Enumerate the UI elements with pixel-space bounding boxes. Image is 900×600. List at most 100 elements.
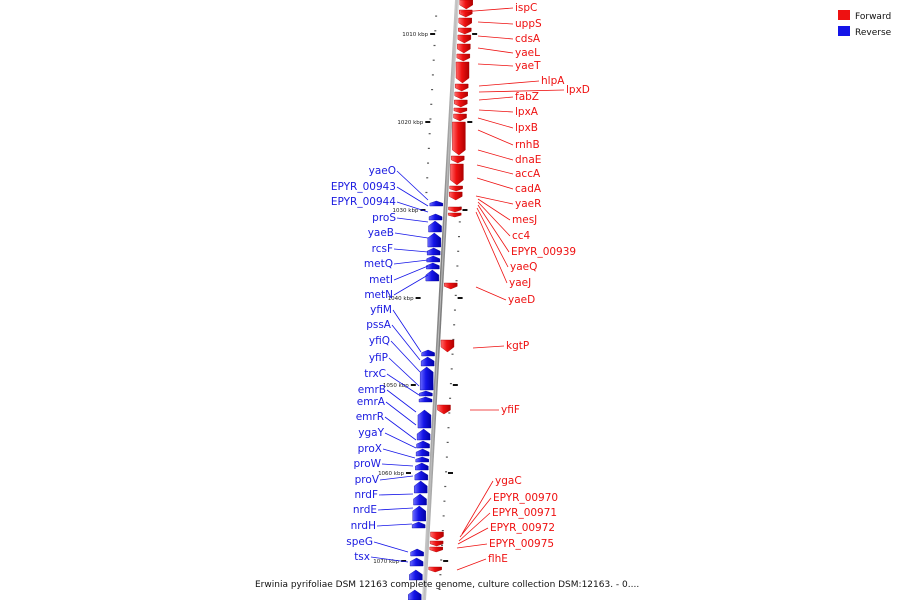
minor-tick xyxy=(425,191,428,194)
gene-label-emrb: emrB xyxy=(358,384,386,396)
forward-leader-line xyxy=(478,109,514,113)
gene-label-pssa: pssA xyxy=(366,319,392,331)
forward-gene-arrow xyxy=(437,404,451,415)
minor-tick xyxy=(433,44,436,47)
reverse-leader-line xyxy=(393,259,429,265)
forward-gene-arrow xyxy=(454,99,468,108)
gene-label-yfip: yfiP xyxy=(369,352,388,364)
forward-leader-line xyxy=(477,149,514,161)
minor-tick xyxy=(440,559,443,561)
gene-label-pros: proS xyxy=(372,212,396,224)
legend-reverse-label: Reverse xyxy=(855,28,892,38)
minor-tick xyxy=(454,294,457,296)
forward-leader-line xyxy=(477,204,510,253)
gene-label-yfif: yfiF xyxy=(501,404,520,416)
legend-forward-swatch xyxy=(838,10,850,20)
gene-label-lpxd: lpxD xyxy=(566,84,590,96)
minor-tick xyxy=(434,30,437,32)
reverse-leader-line xyxy=(377,507,414,511)
gene-label-yaej: yaeJ xyxy=(509,277,531,289)
forward-leader-line xyxy=(458,512,491,542)
gene-label-yfiq: yfiQ xyxy=(369,335,390,347)
reverse-gene-arrow xyxy=(410,548,424,557)
gene-label-prox: proX xyxy=(358,443,382,455)
reverse-leader-line xyxy=(385,401,417,426)
forward-leader-line xyxy=(457,527,489,545)
gene-label-metq: metQ xyxy=(364,258,393,270)
legend-forward-label: Forward xyxy=(855,12,891,22)
forward-gene-arrow xyxy=(453,107,468,114)
forward-leader-line xyxy=(456,543,488,549)
forward-leader-line xyxy=(478,80,540,87)
forward-gene-arrow xyxy=(451,155,465,164)
forward-gene-arrow xyxy=(450,163,464,186)
minor-tick xyxy=(452,338,455,341)
reverse-leader-line xyxy=(393,265,429,281)
minor-tick xyxy=(441,530,444,532)
gene-label-prow: proW xyxy=(353,458,381,470)
reverse-gene-arrow xyxy=(415,462,429,471)
minor-tick xyxy=(429,118,432,120)
reverse-gene-arrow xyxy=(418,396,433,403)
gene-label-epyr-00971: EPYR_00971 xyxy=(492,507,557,519)
major-tick-right xyxy=(467,121,473,123)
reverse-leader-line xyxy=(388,357,420,387)
forward-gene-arrow xyxy=(448,206,462,213)
forward-leader-line xyxy=(475,211,508,284)
forward-gene-arrow xyxy=(430,531,444,541)
forward-leader-line xyxy=(475,286,507,301)
forward-gene-arrow xyxy=(453,113,467,122)
forward-gene-arrow xyxy=(429,540,444,547)
minor-tick xyxy=(430,103,433,105)
gene-label-yael: yaeL xyxy=(515,47,540,59)
minor-tick xyxy=(450,368,453,370)
reverse-genes xyxy=(408,200,444,600)
minor-tick xyxy=(457,250,460,252)
gene-label-lpxb: lpxB xyxy=(515,122,538,134)
reverse-gene-arrow xyxy=(414,480,428,494)
kbp-label: 1020 kbp xyxy=(397,120,423,126)
reverse-gene-arrow xyxy=(428,213,443,221)
reverse-gene-arrow xyxy=(419,390,433,397)
kbp-label: 1070 kbp xyxy=(373,559,399,565)
major-tick-right xyxy=(443,560,449,562)
gene-label-nrdh: nrdH xyxy=(351,520,376,532)
reverse-gene-arrow xyxy=(426,255,440,263)
reverse-gene-arrow xyxy=(415,456,429,463)
forward-leader-line xyxy=(459,497,492,538)
reverse-leader-line xyxy=(376,523,413,527)
minor-tick xyxy=(427,147,430,149)
reverse-leader-line xyxy=(382,448,416,459)
forward-leader-line xyxy=(477,201,511,237)
minor-tick xyxy=(453,309,456,311)
gene-label-epyr-00972: EPYR_00972 xyxy=(490,522,555,534)
gene-label-epyr-00944: EPYR_00944 xyxy=(331,196,396,208)
minor-tick xyxy=(453,324,456,326)
forward-gene-arrow xyxy=(428,566,442,573)
forward-leader-line xyxy=(477,117,514,129)
minor-tick xyxy=(432,59,435,61)
major-tick-left xyxy=(405,472,411,474)
gene-label-meti: metI xyxy=(369,274,393,286)
reverse-gene-arrow xyxy=(417,409,432,429)
major-tick-left xyxy=(430,33,436,35)
gene-label-epyr-00970: EPYR_00970 xyxy=(493,492,558,504)
forward-leader-line xyxy=(472,345,505,349)
reverse-gene-arrow xyxy=(428,220,442,233)
forward-gene-arrow xyxy=(452,121,466,156)
reverse-gene-arrow xyxy=(426,262,440,270)
minor-tick xyxy=(455,280,458,282)
reverse-gene-arrow xyxy=(412,505,426,522)
forward-leader-line xyxy=(477,21,514,25)
forward-gene-arrow xyxy=(429,546,443,553)
reverse-gene-arrow xyxy=(420,356,435,367)
forward-gene-arrow xyxy=(458,17,472,28)
forward-gene-arrow xyxy=(440,339,455,353)
forward-gene-arrow xyxy=(449,185,463,192)
forward-gene-arrow xyxy=(457,34,472,44)
reverse-leader-line xyxy=(384,416,417,441)
gene-label-nrdf: nrdF xyxy=(355,489,379,501)
gene-label-tsx: tsx xyxy=(354,551,370,563)
